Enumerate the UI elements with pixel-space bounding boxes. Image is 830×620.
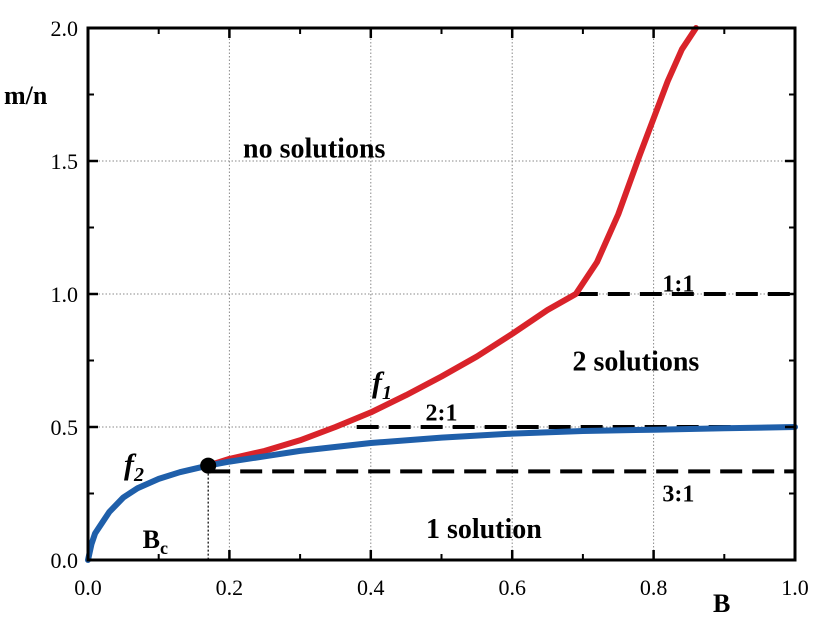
y-axis-label: m/n [4, 81, 48, 110]
curve-label-f1: f1 [372, 366, 392, 404]
curve-label-f2: f2 [124, 448, 144, 486]
x-tick-label: 0.4 [357, 575, 385, 600]
x-tick-label: 0.2 [216, 575, 244, 600]
x-tick-label: 0.8 [640, 575, 668, 600]
axes-frame [86, 26, 797, 562]
region-label: 1 solution [426, 514, 542, 545]
region-label: 2 solutions [573, 347, 700, 378]
series-f1-line [205, 25, 699, 469]
y-tick-label: 0.5 [51, 415, 79, 440]
labels-layer: m/n B 0.0 0.2 0.4 0.6 0.8 1.0 0.0 0.5 1.0 1.5 2.0 n… [4, 16, 809, 618]
series-layer [85, 25, 798, 563]
y-tick-label: 1.5 [51, 149, 79, 174]
ratio-label: 3:1 [662, 482, 694, 508]
y-tick-label: 1.0 [51, 282, 79, 307]
series-f2-line [85, 424, 798, 563]
ratio-label: 1:1 [662, 271, 694, 297]
region-label: no solutions [243, 134, 385, 165]
x-tick-label: 1.0 [781, 575, 809, 600]
x-tick-label: 0.6 [498, 575, 526, 600]
x-axis-label: B [713, 589, 730, 618]
x-tick-label: 0.0 [74, 575, 102, 600]
ratio-label: 2:1 [426, 400, 458, 426]
y-tick-label: 2.0 [51, 16, 79, 41]
y-tick-label: 0.0 [51, 548, 79, 573]
critical-point-marker [200, 457, 217, 474]
critical-point-label: Bc [143, 525, 168, 558]
